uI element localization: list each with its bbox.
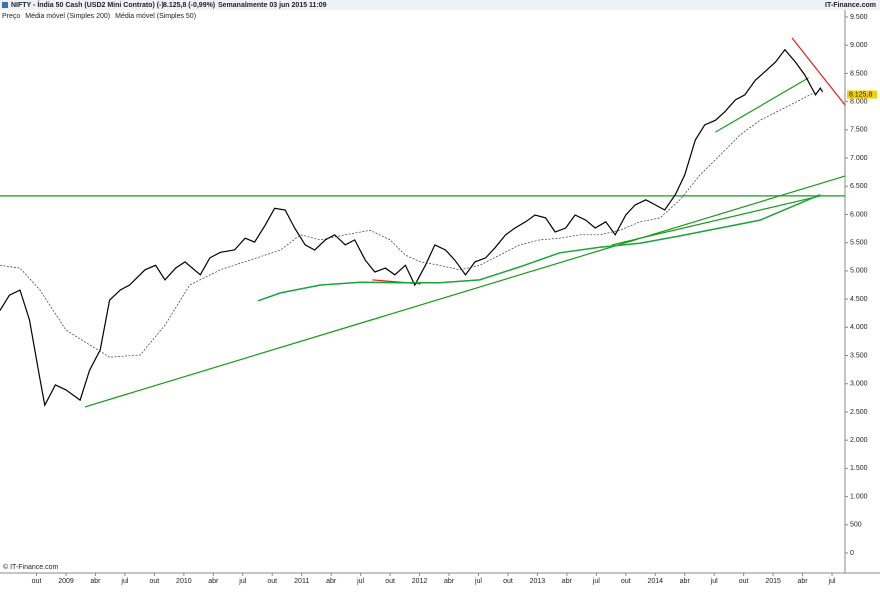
copyright: © IT-Finance.com — [3, 563, 59, 571]
x-tick-label: abr — [680, 578, 691, 585]
symbol: NIFTY - Índia 50 Cash (USD2 Mini Contrat… — [11, 0, 164, 9]
y-tick-label: 6.000 — [850, 211, 868, 218]
y-tick-label: 2.500 — [850, 409, 868, 416]
x-tick-label: jul — [710, 578, 718, 585]
x-tick-label: 2013 — [530, 578, 546, 585]
y-tick-label: 3.500 — [850, 352, 868, 359]
trendline — [791, 37, 846, 106]
y-tick-label: 5.000 — [850, 268, 868, 275]
y-tick-label: 9.000 — [850, 42, 868, 49]
x-tick-label: jul — [120, 578, 128, 585]
y-tick-label: 6.500 — [850, 183, 868, 190]
y-tick-label: 1.500 — [850, 465, 868, 472]
x-tick-label: out — [621, 578, 631, 585]
y-tick-label: 0 — [850, 550, 854, 557]
legend-entry: Média móvel (Simples 50) — [115, 13, 196, 20]
x-tick-label: out — [32, 578, 42, 585]
x-tick-label: abr — [562, 578, 573, 585]
icon — [2, 2, 8, 8]
y-tick-label: 4.500 — [850, 296, 868, 303]
x-tick-label: out — [267, 578, 277, 585]
trendline — [715, 77, 809, 133]
x-tick-label: abr — [326, 578, 337, 585]
period: Semanalmente 03 jun 2015 11:09 — [218, 2, 327, 9]
y-tick-label: 8.000 — [850, 98, 868, 105]
x-tick-label: jul — [474, 578, 482, 585]
x-tick-label: abr — [798, 578, 809, 585]
x-tick-label: abr — [208, 578, 219, 585]
y-tick-label: 2.000 — [850, 437, 868, 444]
x-tick-label: 2011 — [294, 578, 309, 585]
header-bar — [0, 0, 880, 10]
x-tick-label: jul — [592, 578, 600, 585]
y-tick-label: 3.000 — [850, 381, 868, 388]
x-tick-label: abr — [444, 578, 455, 585]
last-price-box — [847, 90, 877, 99]
y-tick-label: 4.000 — [850, 324, 868, 331]
y-tick-label: 9.500 — [850, 14, 868, 21]
trendline — [611, 195, 821, 246]
y-tick-label: 8.500 — [850, 70, 868, 77]
y-tick-label: 5.500 — [850, 240, 868, 247]
x-tick-label: 2014 — [647, 578, 663, 585]
x-tick-label: 2012 — [412, 578, 428, 585]
x-tick-label: abr — [90, 578, 101, 585]
y-tick-label: 500 — [850, 522, 862, 529]
x-tick-label: 2015 — [765, 578, 781, 585]
trendline — [84, 175, 846, 408]
legend-entry: Preço — [2, 13, 20, 20]
y-tick-label: 1.000 — [850, 493, 868, 500]
x-tick-label: jul — [238, 578, 246, 585]
x-tick-label: out — [503, 578, 513, 585]
brand: IT-Finance.com — [825, 2, 876, 9]
y-tick-label: 7.500 — [850, 127, 868, 134]
quote: 8.125,8 (-0,99%) — [163, 2, 215, 9]
legend-entry: Média móvel (Simples 200) — [25, 13, 110, 20]
series-line — [0, 48, 824, 408]
x-tick-label: 2010 — [176, 578, 192, 585]
last-price-label: 8.125,8 — [849, 91, 872, 98]
series-line — [257, 194, 821, 302]
x-tick-label: out — [150, 578, 160, 585]
series-line — [0, 91, 816, 358]
x-tick-label: 2009 — [58, 578, 74, 585]
y-tick-label: 7.000 — [850, 155, 868, 162]
x-tick-label: jul — [828, 578, 836, 585]
x-tick-label: out — [385, 578, 395, 585]
x-tick-label: jul — [356, 578, 364, 585]
x-tick-label: out — [739, 578, 749, 585]
